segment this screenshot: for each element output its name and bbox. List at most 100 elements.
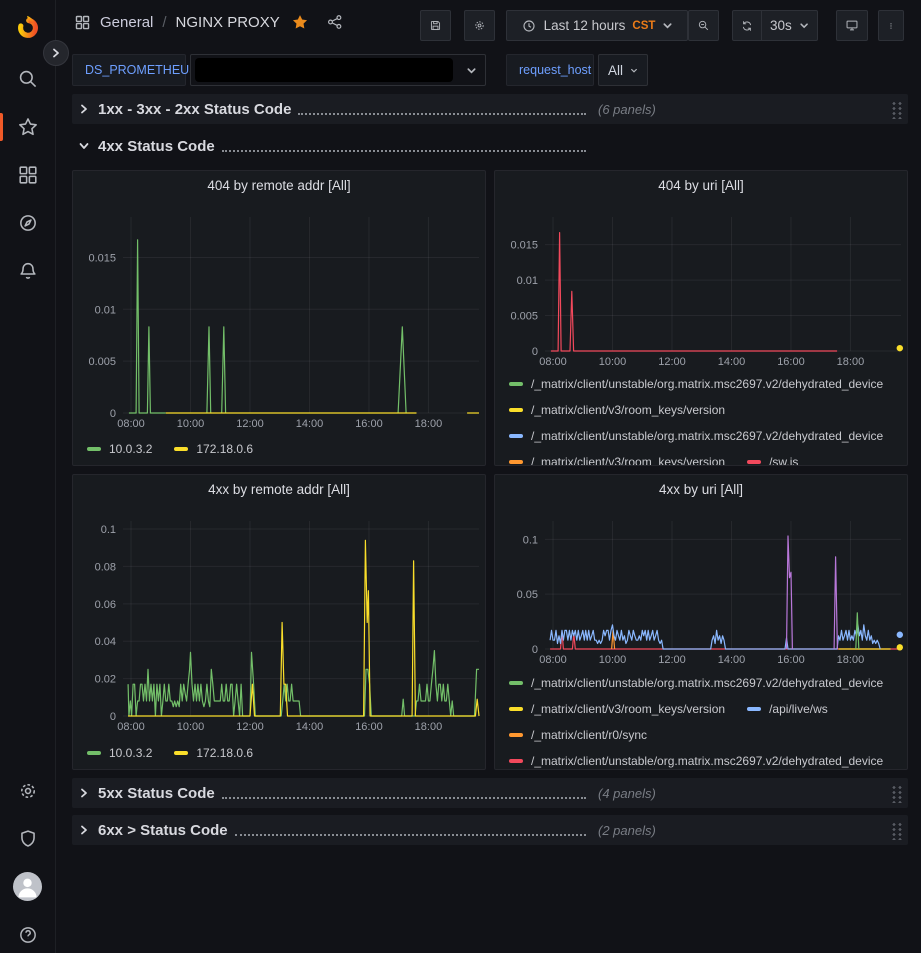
time-range-picker[interactable]: Last 12 hours CST: [506, 10, 688, 41]
sidebar-item-starred[interactable]: [15, 114, 41, 140]
sidebar-item-explore[interactable]: [15, 210, 41, 236]
sidebar-item-settings[interactable]: [15, 778, 41, 804]
legend-item[interactable]: /_matrix/client/unstable/org.matrix.msc2…: [509, 377, 883, 391]
refresh-interval-picker[interactable]: 30s: [761, 10, 818, 41]
search-icon: [19, 70, 37, 88]
x-axis-tick-label: 16:00: [355, 721, 383, 733]
series-line: [549, 624, 881, 650]
dashboard-settings-button[interactable]: [464, 10, 495, 41]
breadcrumb-title: NGINX PROXY: [175, 13, 280, 31]
sidebar-item-admin[interactable]: [15, 826, 41, 852]
legend-item[interactable]: /sw.js: [747, 455, 799, 466]
series-line: [128, 239, 166, 414]
series-point-marker: [896, 631, 904, 638]
row-header: 6xx > Status Code: [78, 822, 586, 839]
variables-bar: DS_PROMETHEUS request_host All: [56, 54, 921, 86]
x-axis-tick-label: 18:00: [415, 418, 443, 430]
legend-item[interactable]: /_matrix/client/v3/room_keys/version: [509, 455, 725, 465]
row-title: 6xx > Status Code: [98, 821, 228, 839]
legend-swatch: [509, 759, 523, 763]
legend-item[interactable]: /_matrix/client/r0/sync: [509, 728, 647, 742]
legend-swatch: [747, 460, 762, 464]
row-1xx-3xx-2xx[interactable]: 1xx - 3xx - 2xx Status Code (6 panels): [72, 94, 908, 124]
row-5xx[interactable]: 5xx Status Code (4 panels): [72, 778, 908, 808]
grafana-logo[interactable]: [15, 14, 41, 40]
legend-label: /api/live/ws: [769, 702, 828, 716]
help-icon: [20, 927, 36, 943]
legend-item[interactable]: 10.0.3.2: [87, 442, 152, 456]
legend-label: 10.0.3.2: [109, 746, 153, 760]
refresh-button[interactable]: [732, 10, 762, 41]
legend-row: /_matrix/client/unstable/org.matrix.msc2…: [509, 374, 905, 394]
row-drag-handle[interactable]: [890, 783, 902, 803]
row-drag-handle[interactable]: [890, 820, 902, 840]
y-axis-tick-label: 0: [532, 346, 538, 358]
panel-title[interactable]: 404 by remote addr [All]: [207, 178, 351, 193]
series-point-marker: [896, 644, 904, 651]
row-6xx[interactable]: 6xx > Status Code (2 panels): [72, 815, 908, 845]
chart-canvas[interactable]: 0 0.02 0.04 0.06 0.08 0.1 08:00 10:00 12:00 14:00…: [73, 475, 485, 743]
legend-swatch: [87, 447, 101, 451]
legend-swatch: [174, 751, 189, 755]
row-4xx[interactable]: 4xx Status Code: [72, 131, 908, 161]
variable-value-ds-prometheus[interactable]: [190, 54, 486, 86]
sidebar-item-alerting[interactable]: [15, 258, 41, 284]
chevron-right-icon: [81, 104, 87, 114]
legend-item[interactable]: 172.18.0.6: [174, 746, 253, 760]
legend-label: /_matrix/client/unstable/org.matrix.msc2…: [531, 754, 884, 768]
breadcrumb-section[interactable]: General: [100, 13, 154, 31]
timezone-label: CST: [632, 19, 656, 32]
shield-icon: [21, 830, 35, 847]
legend-row: /_matrix/client/unstable/org.matrix.msc2…: [509, 426, 905, 446]
chart-canvas[interactable]: 0 0.05 0.1 08:00 10:00 12:00 14:00 16:00 18:00: [495, 475, 907, 673]
variable-value-text: All: [608, 62, 624, 78]
favorite-star-icon[interactable]: [291, 13, 309, 31]
sidebar-item-dashboards[interactable]: [15, 162, 41, 188]
legend-label: /_matrix/client/unstable/org.matrix.msc2…: [531, 676, 884, 690]
legend-label: 172.18.0.6: [196, 746, 254, 760]
x-axis-tick-label: 12:00: [236, 418, 264, 430]
legend-item[interactable]: 172.18.0.6: [174, 442, 253, 456]
sidebar-item-help[interactable]: [15, 922, 41, 948]
legend-label: /_matrix/client/v3/room_keys/version: [531, 702, 726, 716]
chevron-down-icon: [79, 143, 89, 149]
y-axis-tick-label: 0.08: [95, 561, 116, 573]
legend-item[interactable]: /_matrix/client/unstable/org.matrix.msc2…: [509, 754, 883, 768]
legend-item[interactable]: /api/live/ws: [747, 702, 828, 716]
chevron-down-icon: [663, 23, 672, 29]
save-dashboard-button[interactable]: [420, 10, 451, 41]
tv-mode-button[interactable]: [836, 10, 868, 41]
panel-title[interactable]: 4xx by uri [All]: [658, 482, 744, 497]
series-line: [550, 231, 838, 352]
zoom-out-time-button[interactable]: [688, 10, 719, 41]
row-panel-count: (6 panels): [598, 101, 656, 117]
x-axis-tick-label: 10:00: [599, 654, 627, 666]
variable-value-request-host[interactable]: All: [598, 54, 648, 86]
legend-item[interactable]: /_matrix/client/unstable/org.matrix.msc2…: [509, 676, 883, 690]
variable-label-ds-prometheus: DS_PROMETHEUS: [72, 54, 198, 86]
x-axis-tick-label: 10:00: [599, 356, 627, 368]
y-axis-tick-label: 0: [110, 711, 116, 723]
y-axis-tick-label: 0.1: [101, 524, 116, 536]
apps-grid-icon: [75, 15, 90, 29]
panel-4xx-by-remote-addr: 4xx by remote addr [All] 0 0.02 0.04 0.06 0.0…: [72, 474, 486, 770]
chart-canvas[interactable]: 0 0.005 0.01 0.015 08:00 10:00 12:00 14:00 16:00…: [73, 171, 485, 439]
legend-item[interactable]: /_matrix/client/v3/room_keys/version: [509, 403, 725, 417]
row-drag-handle[interactable]: [890, 99, 902, 119]
user-avatar[interactable]: [13, 872, 42, 901]
more-options-button[interactable]: [878, 10, 904, 41]
legend-item[interactable]: /_matrix/client/v3/room_keys/version: [509, 702, 725, 716]
panel-title[interactable]: 404 by uri [All]: [658, 178, 744, 193]
legend-swatch: [509, 382, 523, 386]
legend-item[interactable]: 10.0.3.2: [87, 746, 152, 760]
chart-canvas[interactable]: 0 0.005 0.01 0.015 08:00 10:00 12:00 14:00 16:00…: [495, 171, 907, 374]
gear-icon: [475, 21, 484, 30]
legend-label: /sw.js: [769, 455, 799, 466]
x-axis-tick-label: 16:00: [777, 654, 805, 666]
sidebar-expand-button[interactable]: [43, 40, 69, 66]
panel-title[interactable]: 4xx by remote addr [All]: [208, 482, 350, 497]
share-icon[interactable]: [326, 13, 344, 31]
x-axis-tick-label: 14:00: [718, 356, 746, 368]
sidebar-item-search[interactable]: [15, 66, 41, 92]
legend-item[interactable]: /_matrix/client/unstable/org.matrix.msc2…: [509, 429, 883, 443]
